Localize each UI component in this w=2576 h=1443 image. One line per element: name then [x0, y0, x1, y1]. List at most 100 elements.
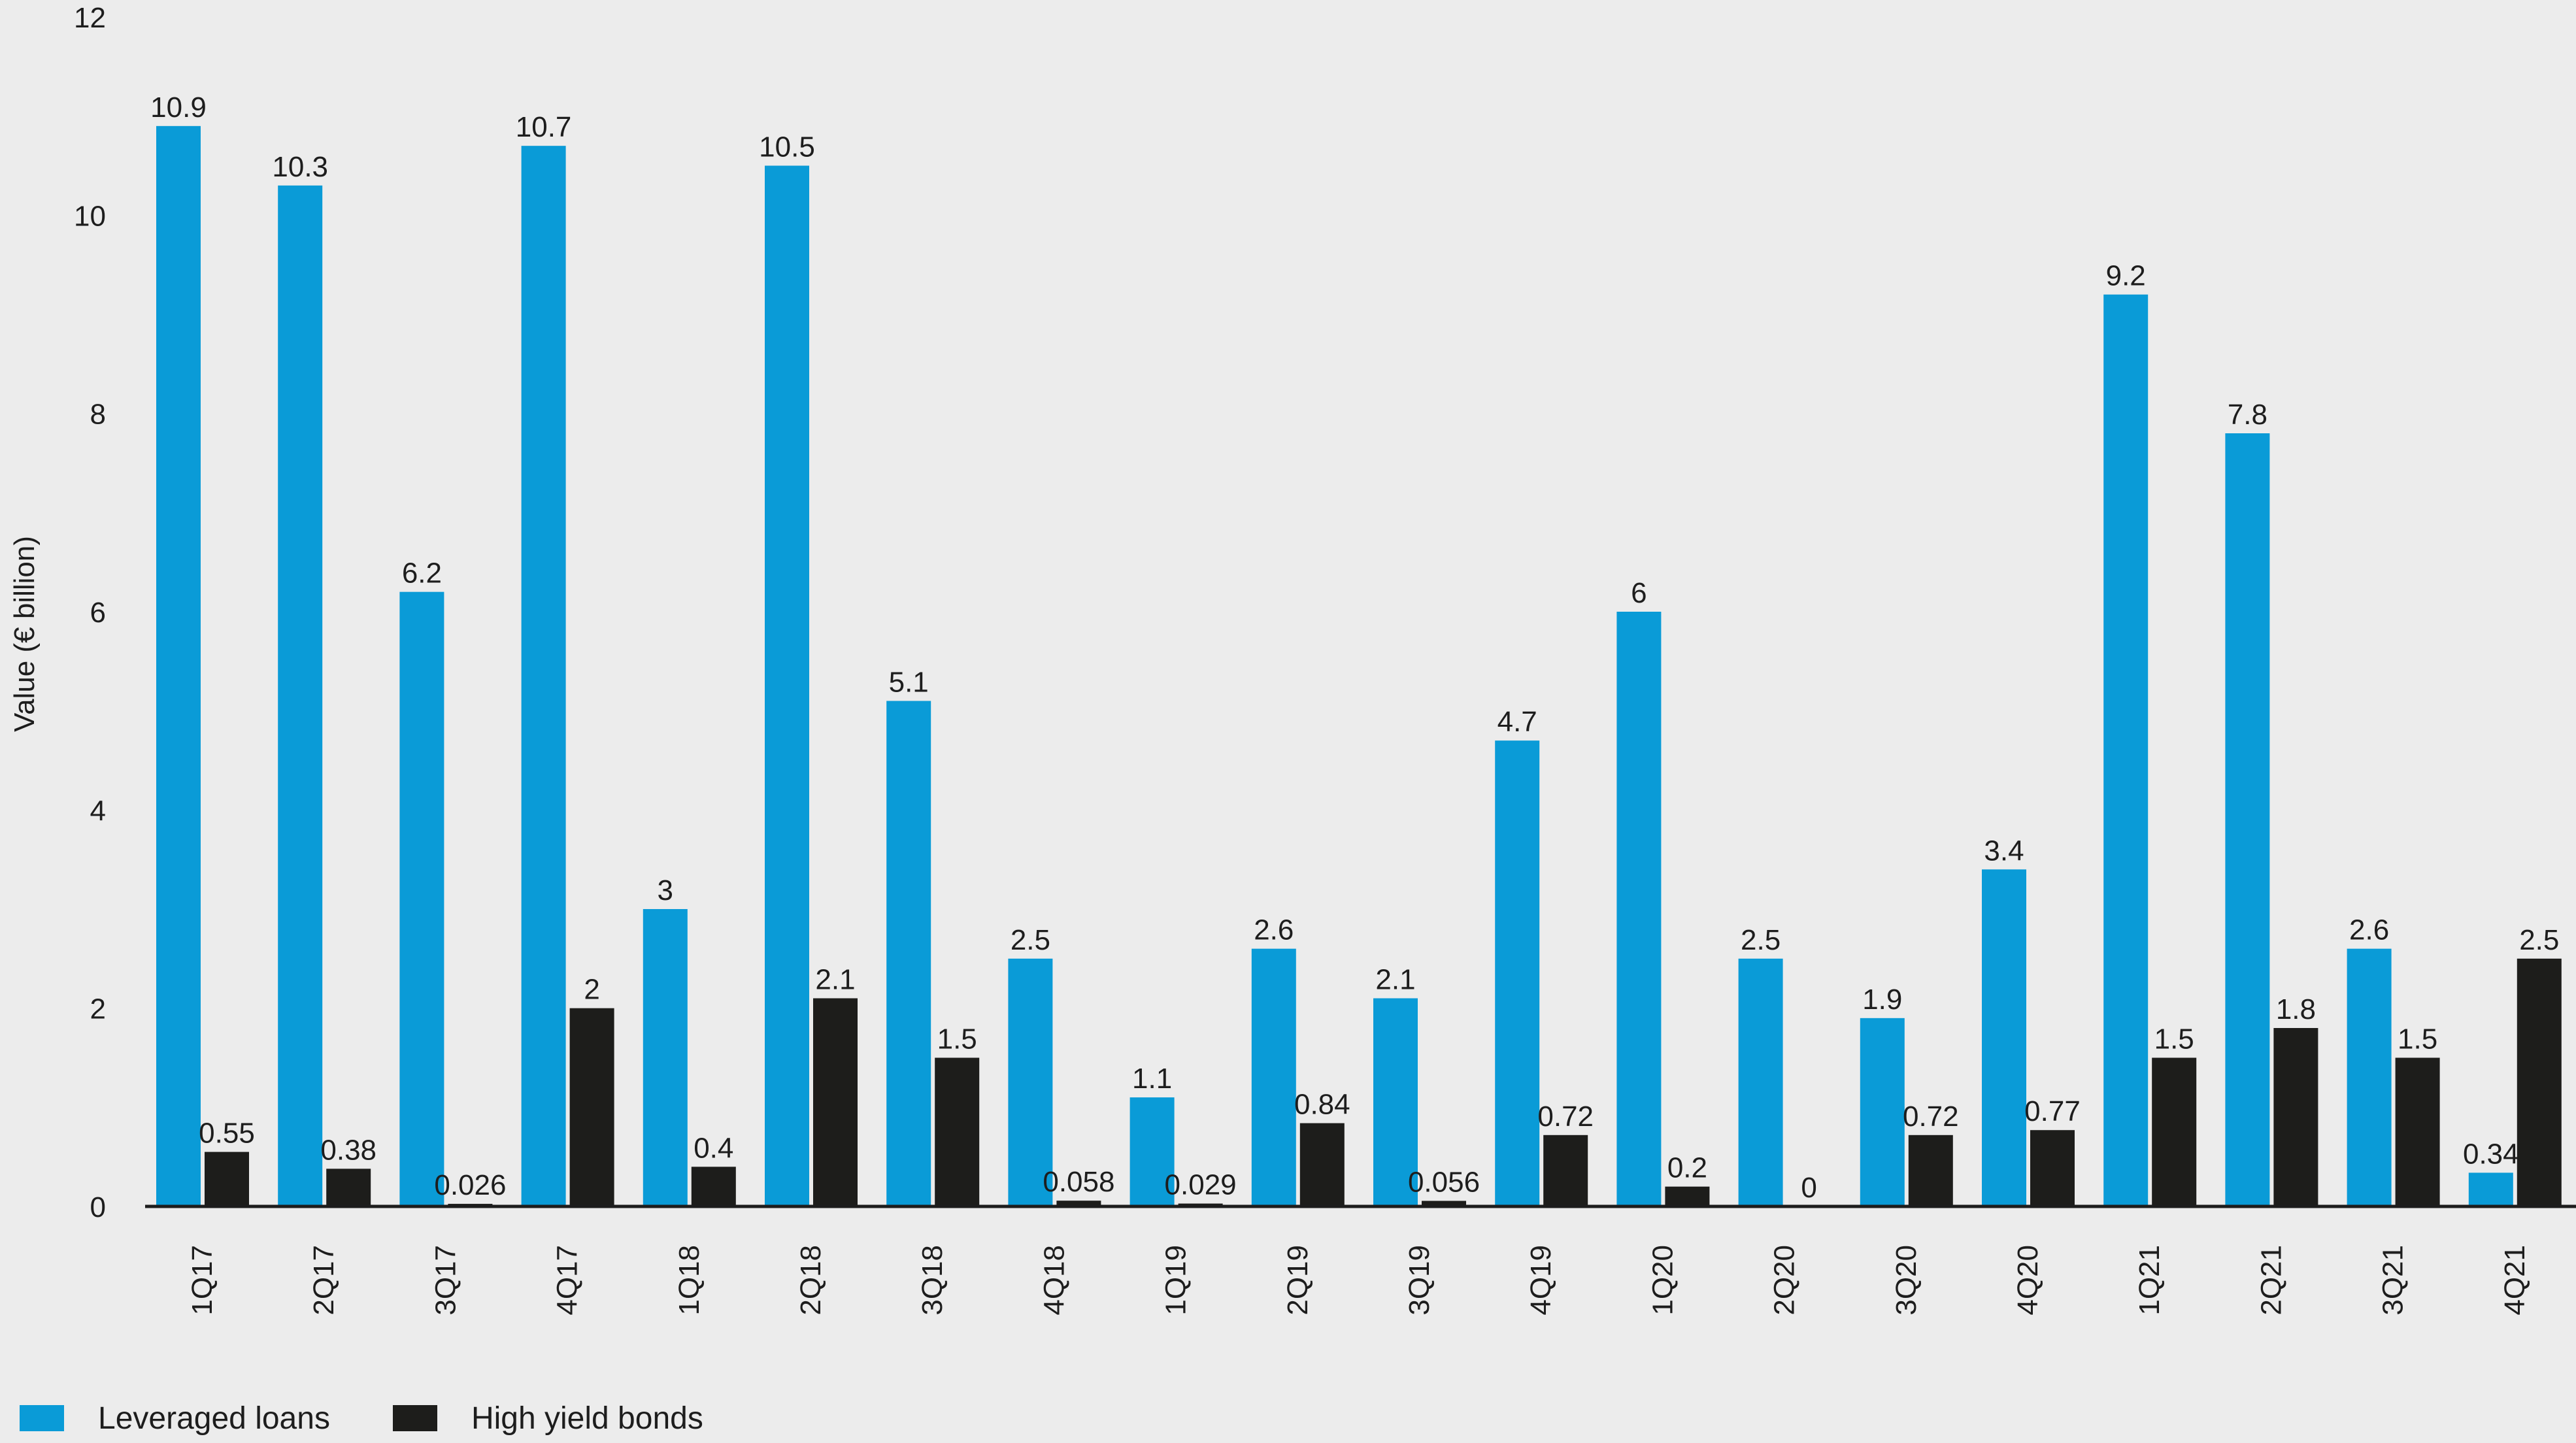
bar-value-label: 0.058 — [1043, 1166, 1114, 1198]
bar-leveraged-loans — [2103, 294, 2149, 1207]
bar-leveraged-loans — [886, 701, 931, 1206]
bar-high-yield-bonds — [2395, 1057, 2440, 1206]
x-tick-label: 2Q20 — [1769, 1245, 1801, 1316]
bar-value-label: 1.8 — [2276, 993, 2316, 1025]
x-tick-label: 3Q18 — [916, 1245, 948, 1316]
bar-value-label: 6 — [1631, 577, 1647, 609]
bar-value-label: 2.5 — [2519, 924, 2559, 956]
bar-value-label: 3.4 — [1984, 835, 2024, 867]
y-tick-label: 2 — [90, 993, 106, 1025]
bar-value-label: 0.056 — [1408, 1167, 1480, 1199]
bar-leveraged-loans — [1373, 998, 1418, 1206]
legend-item-high-yield-bonds: High yield bonds — [392, 1401, 703, 1436]
x-tick-label: 3Q20 — [1890, 1245, 1922, 1316]
bar-value-label: 0.029 — [1165, 1169, 1237, 1201]
x-tick-label: 4Q18 — [1038, 1245, 1070, 1316]
y-tick-label: 6 — [90, 597, 106, 629]
bars — [156, 125, 2562, 1207]
bar-value-label: 10.9 — [150, 91, 207, 124]
bar-leveraged-loans — [399, 591, 444, 1206]
bar-value-label: 1.1 — [1132, 1063, 1172, 1095]
x-tick-label: 2Q17 — [308, 1245, 340, 1316]
bar-high-yield-bonds — [2030, 1130, 2075, 1206]
bar-value-label: 0.38 — [320, 1134, 376, 1166]
legend-swatch — [392, 1405, 437, 1431]
x-axis-ticks: 1Q17 2Q17 3Q17 4Q17 1Q18 2Q18 3Q18 4Q18 1Q19 2Q19… — [186, 1245, 2531, 1316]
bar-high-yield-bonds — [1422, 1201, 1466, 1206]
bar-leveraged-loans — [1495, 740, 1540, 1206]
bar-value-label: 0.55 — [199, 1118, 255, 1150]
bar-value-label: 5.1 — [889, 667, 929, 699]
bar-high-yield-bonds — [2273, 1028, 2318, 1206]
bar-leveraged-loans — [1860, 1018, 1905, 1206]
x-tick-label: 4Q17 — [552, 1245, 584, 1316]
bar-value-label: 10.5 — [759, 131, 815, 163]
x-tick-label: 1Q20 — [1647, 1245, 1679, 1316]
bar-value-label: 0 — [1801, 1172, 1816, 1204]
legend-item-leveraged-loans: Leveraged loans — [20, 1401, 330, 1436]
y-tick-label: 4 — [90, 795, 106, 827]
bar-leveraged-loans — [1616, 612, 1662, 1206]
x-tick-label: 3Q21 — [2377, 1245, 2409, 1316]
bar-leveraged-loans — [156, 125, 201, 1206]
bar-value-label: 0.026 — [434, 1169, 506, 1201]
bar-leveraged-loans — [1738, 958, 1783, 1206]
bar-high-yield-bonds — [326, 1169, 371, 1206]
y-tick-label: 8 — [90, 399, 106, 431]
y-tick-label: 0 — [90, 1191, 106, 1223]
bar-high-yield-bonds — [205, 1152, 249, 1206]
bar-leveraged-loans — [1129, 1097, 1175, 1206]
legend-swatch — [20, 1405, 64, 1431]
bar-value-label: 0.72 — [1537, 1101, 1594, 1133]
bar-leveraged-loans — [2468, 1172, 2513, 1206]
x-tick-label: 4Q20 — [2012, 1245, 2044, 1316]
x-tick-label: 1Q17 — [186, 1245, 218, 1316]
bar-high-yield-bonds — [1543, 1135, 1588, 1206]
x-tick-label: 2Q18 — [795, 1245, 827, 1316]
bar-value-label: 1.5 — [2154, 1023, 2194, 1055]
bar-high-yield-bonds — [569, 1008, 614, 1206]
bar-value-label: 2.1 — [1375, 964, 1415, 996]
bar-high-yield-bonds — [1299, 1123, 1345, 1206]
x-tick-label: 3Q17 — [429, 1245, 461, 1316]
bar-high-yield-bonds — [1908, 1135, 1953, 1206]
x-tick-label: 1Q18 — [673, 1245, 705, 1316]
bar-value-label: 0.4 — [694, 1132, 733, 1164]
x-tick-label: 4Q19 — [1525, 1245, 1557, 1316]
bar-value-label: 0.77 — [2024, 1095, 2081, 1127]
bar-high-yield-bonds — [813, 998, 858, 1206]
bar-high-yield-bonds — [1056, 1201, 1101, 1206]
x-tick-label: 2Q21 — [2255, 1245, 2287, 1316]
bar-value-label: 10.3 — [272, 151, 328, 183]
bar-value-label: 2.5 — [1011, 924, 1050, 956]
bar-leveraged-loans — [2347, 948, 2392, 1206]
bar-leveraged-loans — [1982, 869, 2026, 1206]
bar-high-yield-bonds — [1665, 1186, 1710, 1206]
bar-high-yield-bonds — [935, 1057, 980, 1206]
bar-high-yield-bonds — [2517, 958, 2562, 1206]
bar-value-label: 2.5 — [1741, 924, 1781, 956]
y-tick-label: 12 — [74, 2, 106, 34]
x-tick-label: 1Q21 — [2133, 1245, 2166, 1316]
bar-high-yield-bonds — [691, 1167, 736, 1206]
x-tick-label: 1Q19 — [1160, 1245, 1192, 1316]
bar-value-label: 2 — [584, 974, 599, 1006]
bar-value-label: 0.84 — [1294, 1089, 1350, 1121]
y-axis-title: Value (€ billion) — [8, 536, 41, 732]
y-axis-ticks: 0 2 4 6 8 10 12 — [74, 2, 106, 1223]
bar-value-label: 2.1 — [815, 964, 855, 996]
bar-value-label: 10.7 — [516, 111, 572, 143]
x-tick-label: 4Q21 — [2499, 1245, 2531, 1316]
x-tick-label: 2Q19 — [1282, 1245, 1314, 1316]
bar-leveraged-loans — [521, 146, 566, 1207]
bar-value-label: 0.72 — [1903, 1101, 1959, 1133]
bar-value-label: 3 — [658, 874, 673, 906]
legend: Leveraged loans High yield bonds — [20, 1399, 766, 1438]
bar-value-label: 2.6 — [2349, 914, 2389, 946]
bar-value-label: 0.34 — [2463, 1138, 2519, 1170]
legend-label: Leveraged loans — [98, 1401, 330, 1436]
data-labels: 10.9 0.55 10.3 0.38 6.2 0.026 10.7 2 3 0.4 10.5 2.1… — [150, 91, 2559, 1204]
bar-value-label: 1.5 — [937, 1023, 977, 1055]
bar-value-label: 1.5 — [2398, 1023, 2437, 1055]
